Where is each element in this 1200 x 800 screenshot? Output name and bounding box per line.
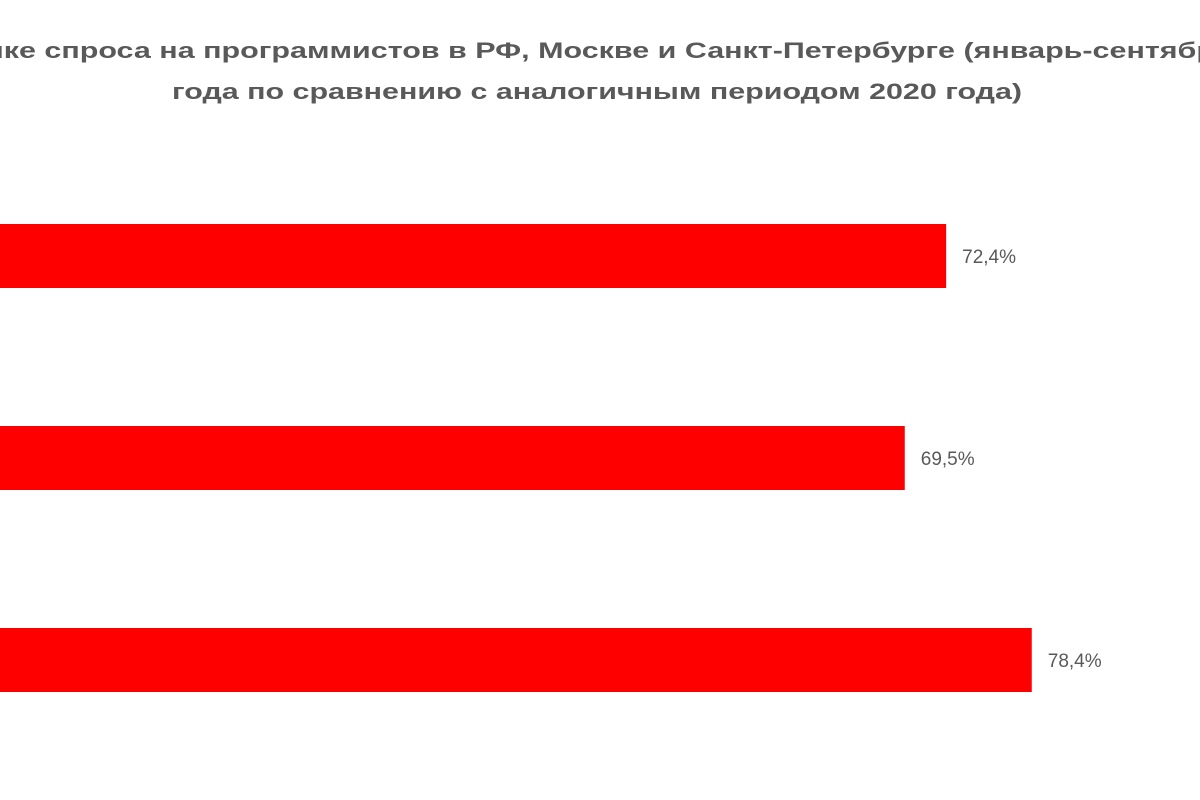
value-label: 69,5% xyxy=(921,449,975,470)
chart-title: ике спроса на программистов в РФ, Москве… xyxy=(0,38,1200,63)
bar xyxy=(0,628,1032,692)
chart-title: года по сравнению с аналогичным периодом… xyxy=(172,79,1022,104)
bar xyxy=(0,426,905,490)
value-label: 72,4% xyxy=(962,247,1016,268)
bar xyxy=(0,224,947,288)
value-label: 78,4% xyxy=(1048,651,1102,672)
